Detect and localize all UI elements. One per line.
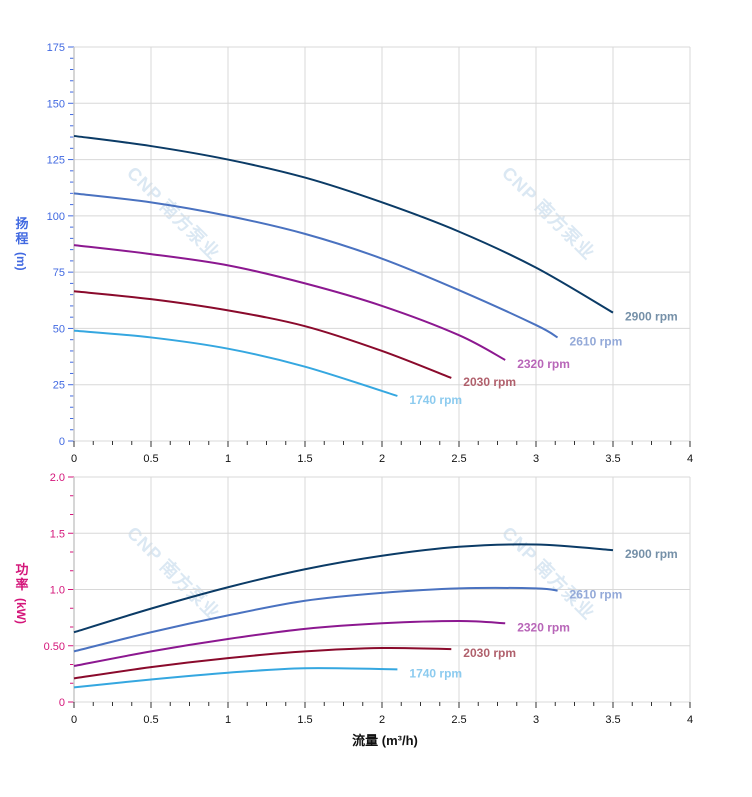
x-tick-label: 0 [71,453,77,465]
series-label: 2030 rpm [463,646,516,660]
series-line-2610-rpm [73,586,558,653]
x-tick-label: 3.5 [605,453,620,465]
power-axis-label: 功率 (kW) [13,562,31,624]
series-line-1740-rpm [73,667,398,689]
y-tick-label: 100 [47,211,65,223]
x-tick-label: 3 [533,453,539,465]
power-axis-unit: (kW) [14,598,28,624]
power-axis-title: 功率 [15,562,29,592]
y-tick-label: 1.0 [50,585,65,597]
x-tick-label: 0.5 [143,453,158,465]
y-tick-label: 1.5 [50,528,65,540]
x-tick-label: 3.5 [605,714,620,726]
y-tick-label: 150 [47,98,65,110]
y-tick-label: 125 [47,155,65,167]
x-tick-label: 1.5 [297,714,312,726]
series-line-2320-rpm [73,244,506,361]
x-tick-label: 2 [379,714,385,726]
series-line-2900-rpm [73,134,614,314]
series-line-2030-rpm [73,290,452,379]
x-tick-label: 4 [687,714,693,726]
y-tick-label: 2.0 [50,472,65,484]
y-tick-label: 75 [53,267,65,279]
y-tick-label: 25 [53,380,65,392]
y-tick-label: 50 [53,323,65,335]
head-axis-unit: (m) [14,252,28,271]
series-line-2900-rpm [73,543,614,634]
x-tick-label: 4 [687,453,693,465]
y-tick-label: 175 [47,42,65,54]
x-tick-label: 2.5 [451,453,466,465]
series-line-2030-rpm [73,646,452,680]
series-label: 2320 rpm [517,357,570,371]
x-tick-label: 1 [225,714,231,726]
y-tick-label: 0 [59,697,65,709]
series-label: 2610 rpm [570,588,623,602]
x-tick-label: 1.5 [297,453,312,465]
series-line-2320-rpm [73,619,506,667]
x-tick-label: 2 [379,453,385,465]
series-label: 2610 rpm [570,334,623,348]
head-axis-label: 扬程 (m) [13,216,31,271]
x-tick-label: 1 [225,453,231,465]
series-label: 2900 rpm [625,310,678,324]
y-tick-label: 0.50 [44,641,65,653]
x-tick-label: 2.5 [451,714,466,726]
series-label: 1740 rpm [409,666,462,680]
series-label: 1740 rpm [409,393,462,407]
head-axis-title: 扬程 [15,216,29,246]
series-label: 2030 rpm [463,375,516,389]
y-tick-label: 0 [59,436,65,448]
x-tick-label: 0 [71,714,77,726]
series-line-2610-rpm [73,192,559,339]
series-label: 2900 rpm [625,547,678,561]
x-axis-label: 流量 (m³/h) [352,733,418,748]
x-tick-label: 3 [533,714,539,726]
x-tick-label: 0.5 [143,714,158,726]
series-label: 2320 rpm [517,620,570,634]
series-line-1740-rpm [73,329,398,397]
